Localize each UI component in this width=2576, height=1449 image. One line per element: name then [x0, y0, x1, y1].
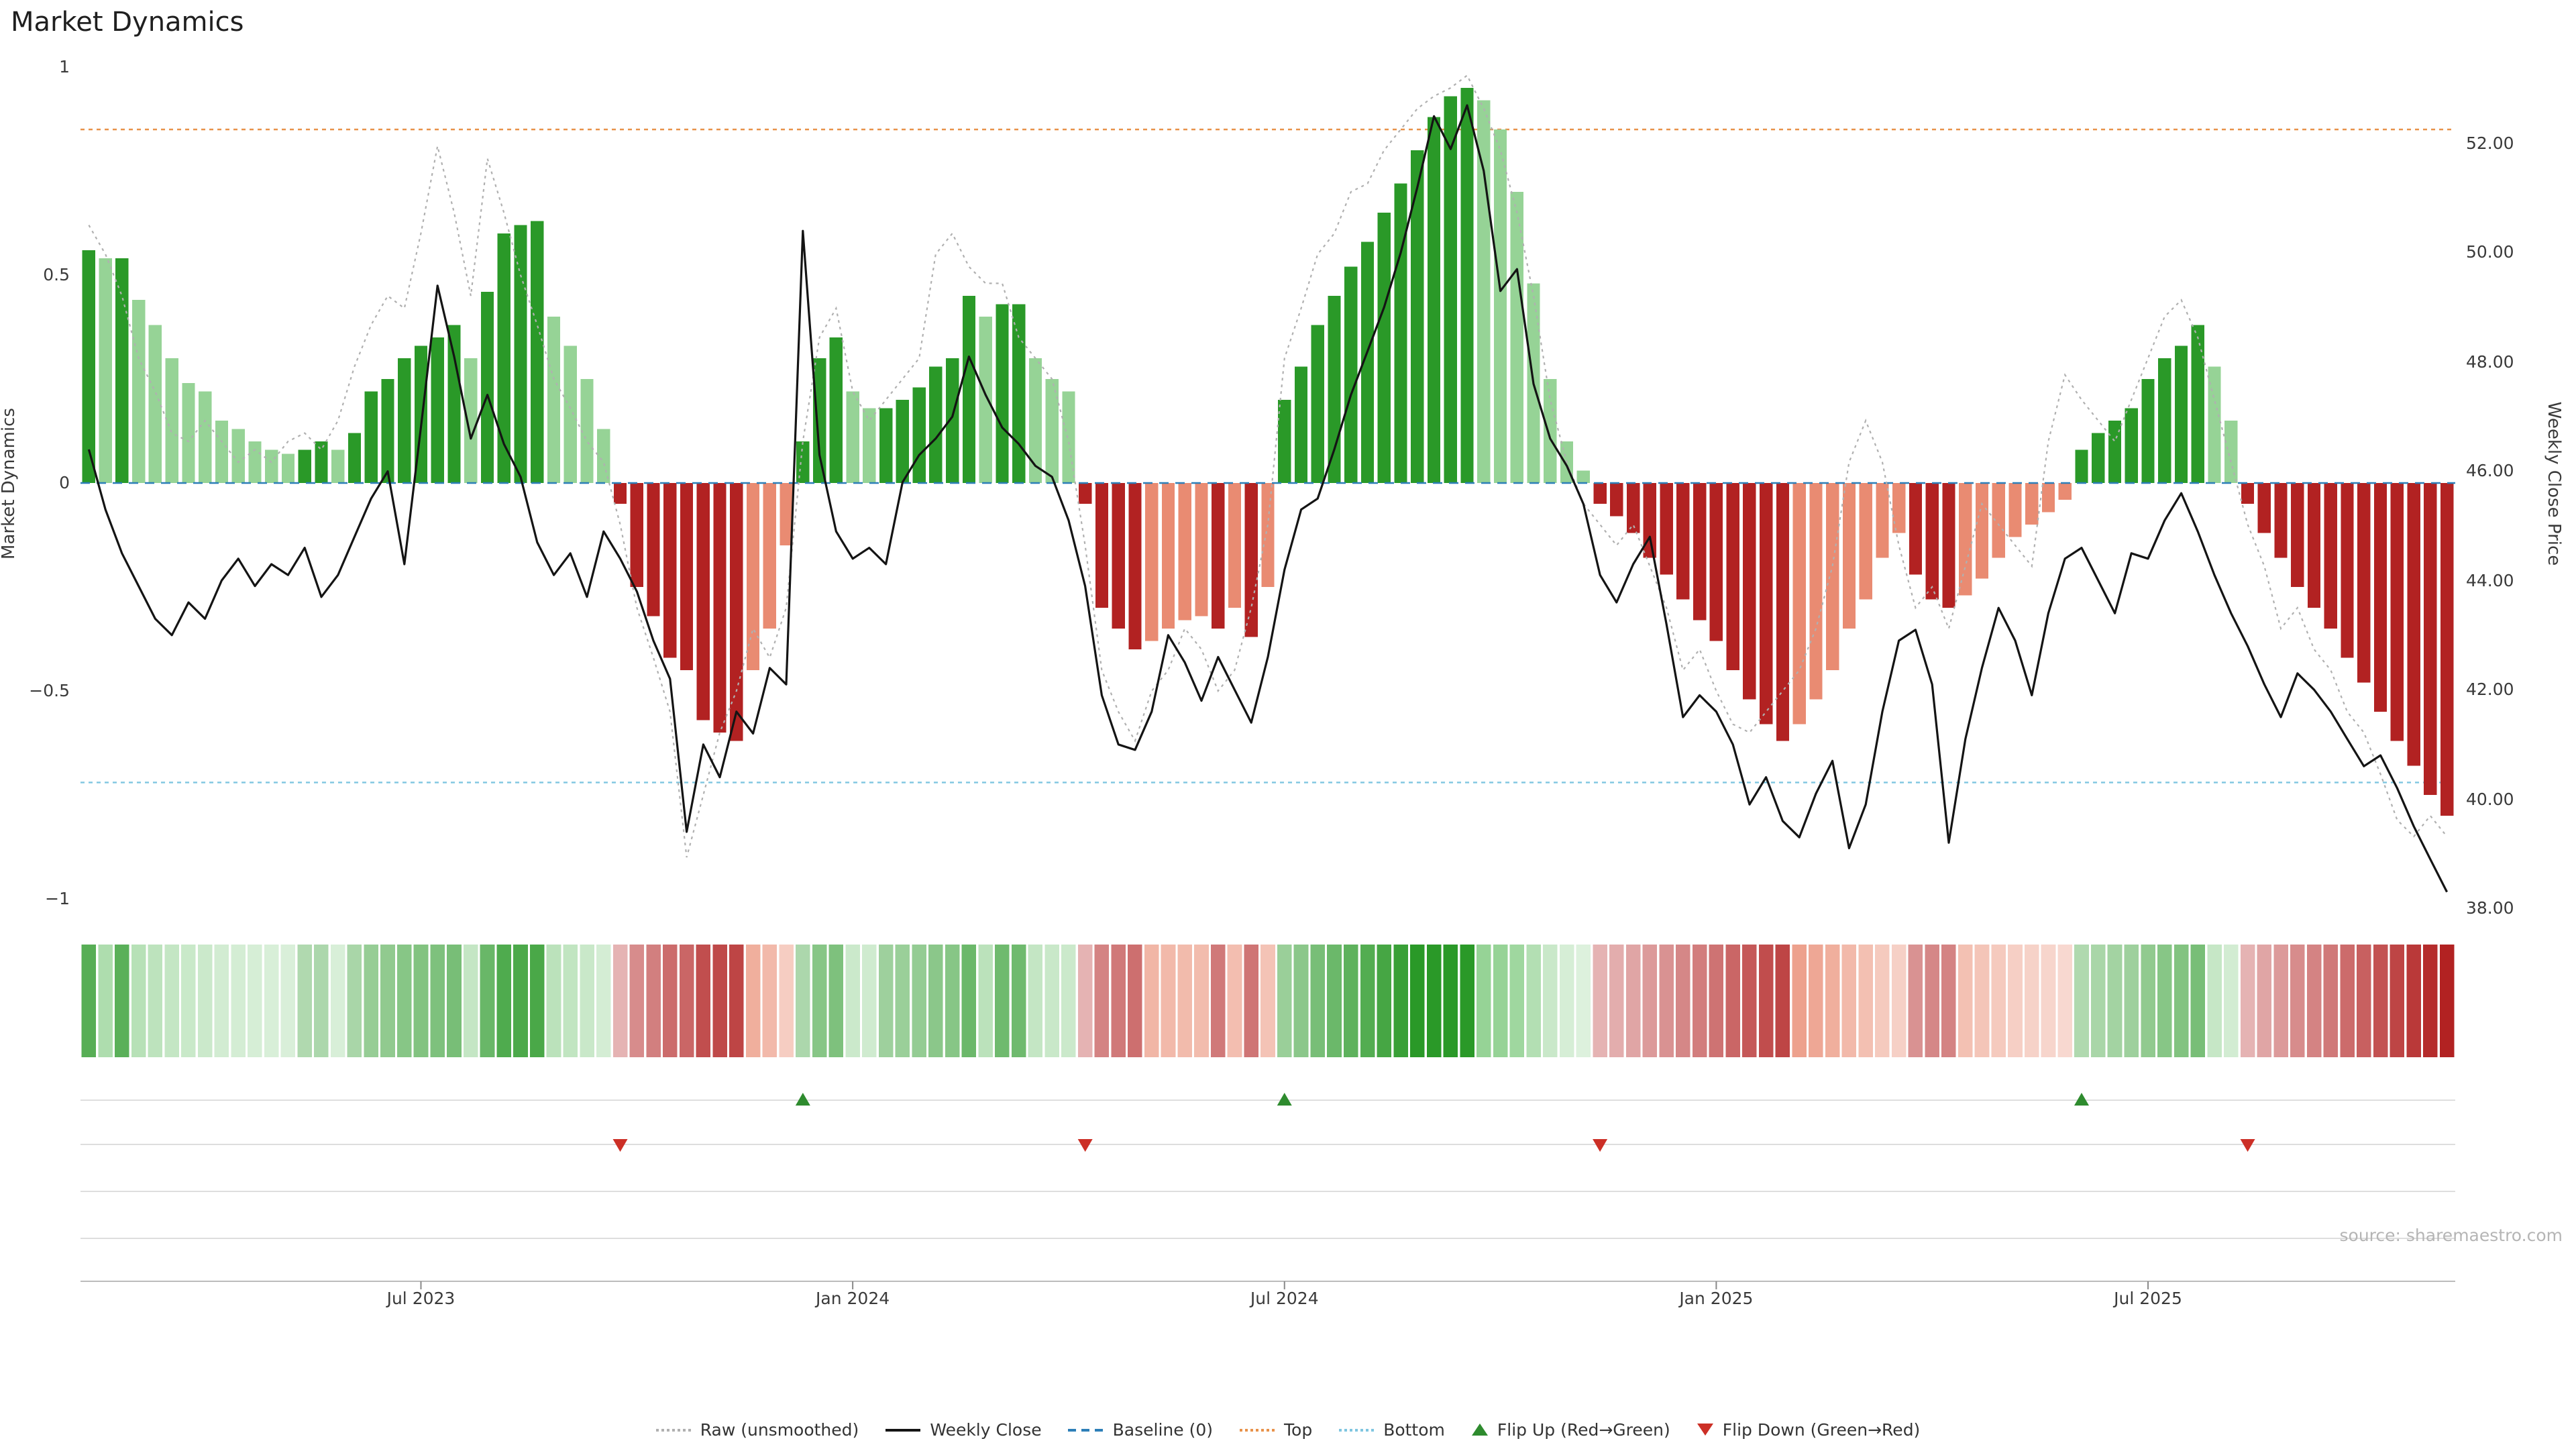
legend-item: Baseline (0): [1068, 1419, 1213, 1440]
right-y-tick-label: 38.00: [2466, 898, 2514, 918]
right-y-tick-label: 50.00: [2466, 241, 2514, 262]
x-tick-label: Jan 2025: [1679, 1288, 1754, 1308]
source-credit: source: sharemaestro.com: [2339, 1225, 2563, 1245]
legend-line-swatch: [1339, 1428, 1375, 1431]
page-title: Market Dynamics: [11, 5, 244, 38]
legend-item: Flip Up (Red→Green): [1471, 1419, 1670, 1440]
legend-label: Raw (unsmoothed): [700, 1419, 859, 1440]
legend-item: Raw (unsmoothed): [655, 1419, 859, 1440]
legend-item: Flip Down (Green→Red): [1697, 1419, 1921, 1440]
right-y-tick-label: 44.00: [2466, 570, 2514, 590]
right-y-tick-label: 46.00: [2466, 460, 2514, 481]
left-y-tick-label: −0.5: [29, 680, 70, 700]
legend-label: Flip Up (Red→Green): [1497, 1419, 1670, 1440]
legend-label: Baseline (0): [1112, 1419, 1213, 1440]
legend: Raw (unsmoothed) Weekly Close Baseline (0)…: [0, 1419, 2576, 1440]
right-y-tick-label: 52.00: [2466, 133, 2514, 153]
right-y-tick-label: 40.00: [2466, 788, 2514, 809]
legend-line-swatch: [1068, 1428, 1104, 1431]
right-y-tick-label: 48.00: [2466, 351, 2514, 372]
flip-down-icon: [1697, 1424, 1713, 1436]
legend-line-swatch: [655, 1428, 691, 1431]
left-y-tick-label: 0.5: [43, 264, 70, 284]
legend-label: Weekly Close: [930, 1419, 1042, 1440]
x-tick-label: Jul 2023: [386, 1288, 455, 1308]
legend-label: Top: [1284, 1419, 1313, 1440]
left-y-tick-label: 0: [59, 472, 70, 492]
flip-up-icon: [1471, 1424, 1488, 1436]
legend-line-swatch: [1240, 1428, 1275, 1431]
legend-label: Flip Down (Green→Red): [1722, 1419, 1921, 1440]
legend-line-swatch: [885, 1428, 921, 1431]
left-y-tick-label: −1: [45, 888, 70, 908]
x-tick-label: Jul 2024: [1250, 1288, 1319, 1308]
legend-item: Top: [1240, 1419, 1312, 1440]
legend-item: Bottom: [1339, 1419, 1445, 1440]
right-y-tick-label: 42.00: [2466, 679, 2514, 700]
x-tick-label: Jan 2024: [816, 1288, 890, 1308]
legend-label: Bottom: [1383, 1419, 1445, 1440]
x-tick-label: Jul 2025: [2114, 1288, 2182, 1308]
left-y-tick-label: 1: [59, 56, 70, 76]
legend-item: Weekly Close: [885, 1419, 1042, 1440]
